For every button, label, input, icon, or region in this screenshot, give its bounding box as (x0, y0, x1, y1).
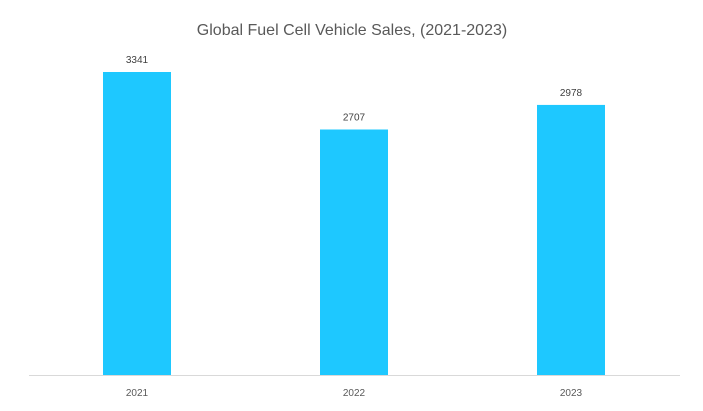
data-label-2021: 3341 (126, 55, 149, 66)
bar-2023 (537, 104, 605, 375)
data-label-2022: 2707 (343, 112, 366, 123)
chart-title: Global Fuel Cell Vehicle Sales, (2021-20… (197, 22, 507, 39)
bar-2021 (103, 72, 171, 375)
x-tick-label-2023: 2023 (560, 388, 583, 399)
x-tick-label-2021: 2021 (126, 388, 149, 399)
x-tick-label-2022: 2022 (343, 388, 366, 399)
data-label-2023: 2978 (560, 88, 583, 99)
bar-2022 (320, 129, 388, 375)
